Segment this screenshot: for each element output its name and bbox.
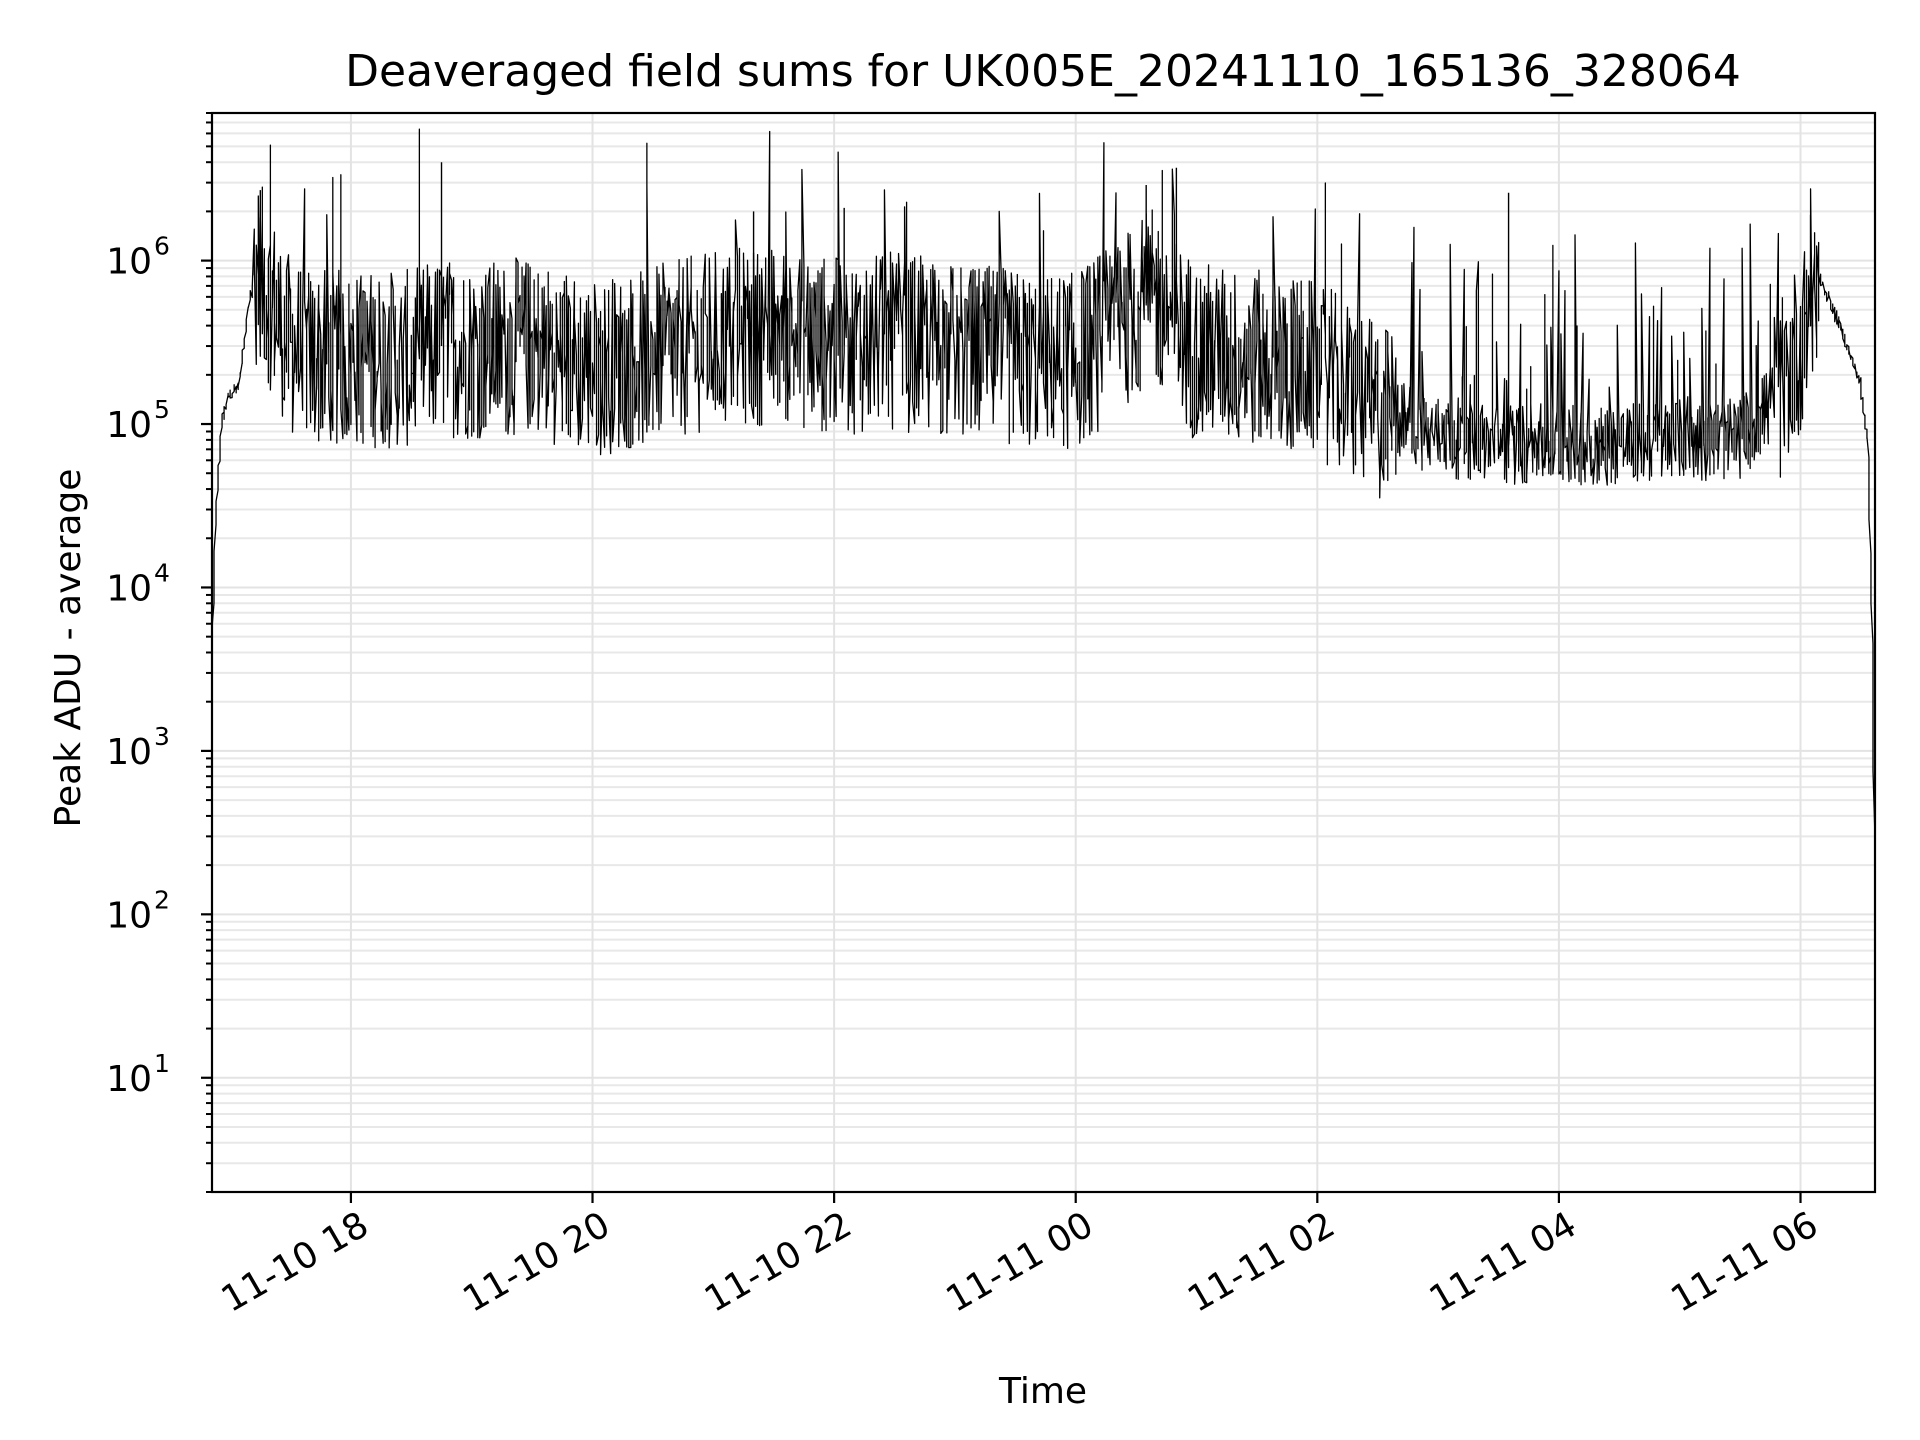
y-tick-label-base: 10 [106, 405, 152, 446]
y-tick-label-exponent: 4 [154, 558, 170, 587]
y-tick-label: 10 [106, 895, 152, 936]
data-layer [211, 128, 1876, 838]
y-tick-label-base: 10 [106, 1059, 152, 1100]
y-tick-label: 10 [106, 568, 152, 609]
y-tick-label-exponent: 1 [154, 1049, 170, 1078]
y-axis-label: Peak ADU - average [48, 469, 89, 828]
chart-title: Deaveraged field sums for UK005E_2024111… [345, 46, 1741, 97]
y-tick-label: 10 [106, 405, 152, 446]
y-tick-label-base: 10 [106, 732, 152, 773]
y-tick-label: 10 [106, 242, 152, 283]
x-axis-label: Time [998, 1371, 1087, 1412]
plot-frame [210, 111, 1877, 1194]
y-tick-label-base: 10 [106, 242, 152, 283]
y-tick-label-exponent: 3 [154, 722, 170, 751]
series-line [211, 128, 1876, 838]
y-tick-label: 10 [106, 732, 152, 773]
y-tick-label-base: 10 [106, 568, 152, 609]
y-tick-label-exponent: 5 [154, 395, 170, 424]
y-tick-label-base: 10 [106, 895, 152, 936]
y-tick-label-exponent: 6 [154, 232, 170, 261]
y-tick-label: 10 [106, 1059, 152, 1100]
y-tick-label-exponent: 2 [154, 885, 170, 914]
